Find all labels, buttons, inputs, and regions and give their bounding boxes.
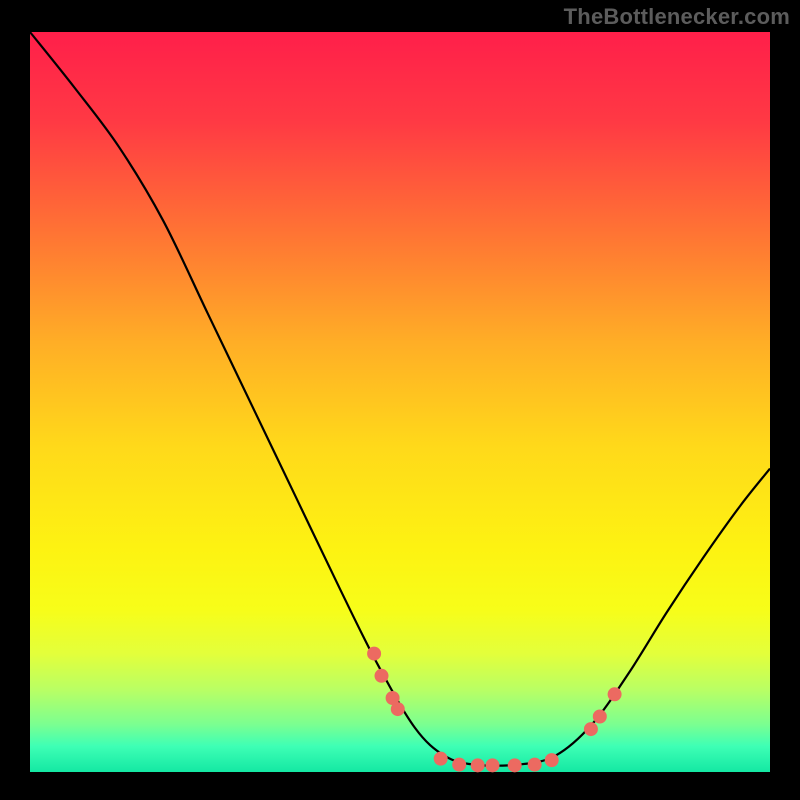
bottleneck-curve xyxy=(30,32,770,766)
data-point-marker xyxy=(528,758,541,771)
data-point-marker xyxy=(471,759,484,772)
plot-area xyxy=(30,32,770,772)
data-point-marker xyxy=(375,669,388,682)
chart-svg xyxy=(30,32,770,772)
data-point-marker xyxy=(453,758,466,771)
data-point-marker xyxy=(391,703,404,716)
data-point-marker xyxy=(508,759,521,772)
data-point-marker xyxy=(608,688,621,701)
data-markers xyxy=(368,647,621,772)
data-point-marker xyxy=(545,754,558,767)
data-point-marker xyxy=(368,647,381,660)
data-point-marker xyxy=(434,752,447,765)
data-point-marker xyxy=(593,710,606,723)
chart-frame: TheBottlenecker.com xyxy=(0,0,800,800)
watermark-text: TheBottlenecker.com xyxy=(564,4,790,30)
data-point-marker xyxy=(584,723,597,736)
data-point-marker xyxy=(486,759,499,772)
